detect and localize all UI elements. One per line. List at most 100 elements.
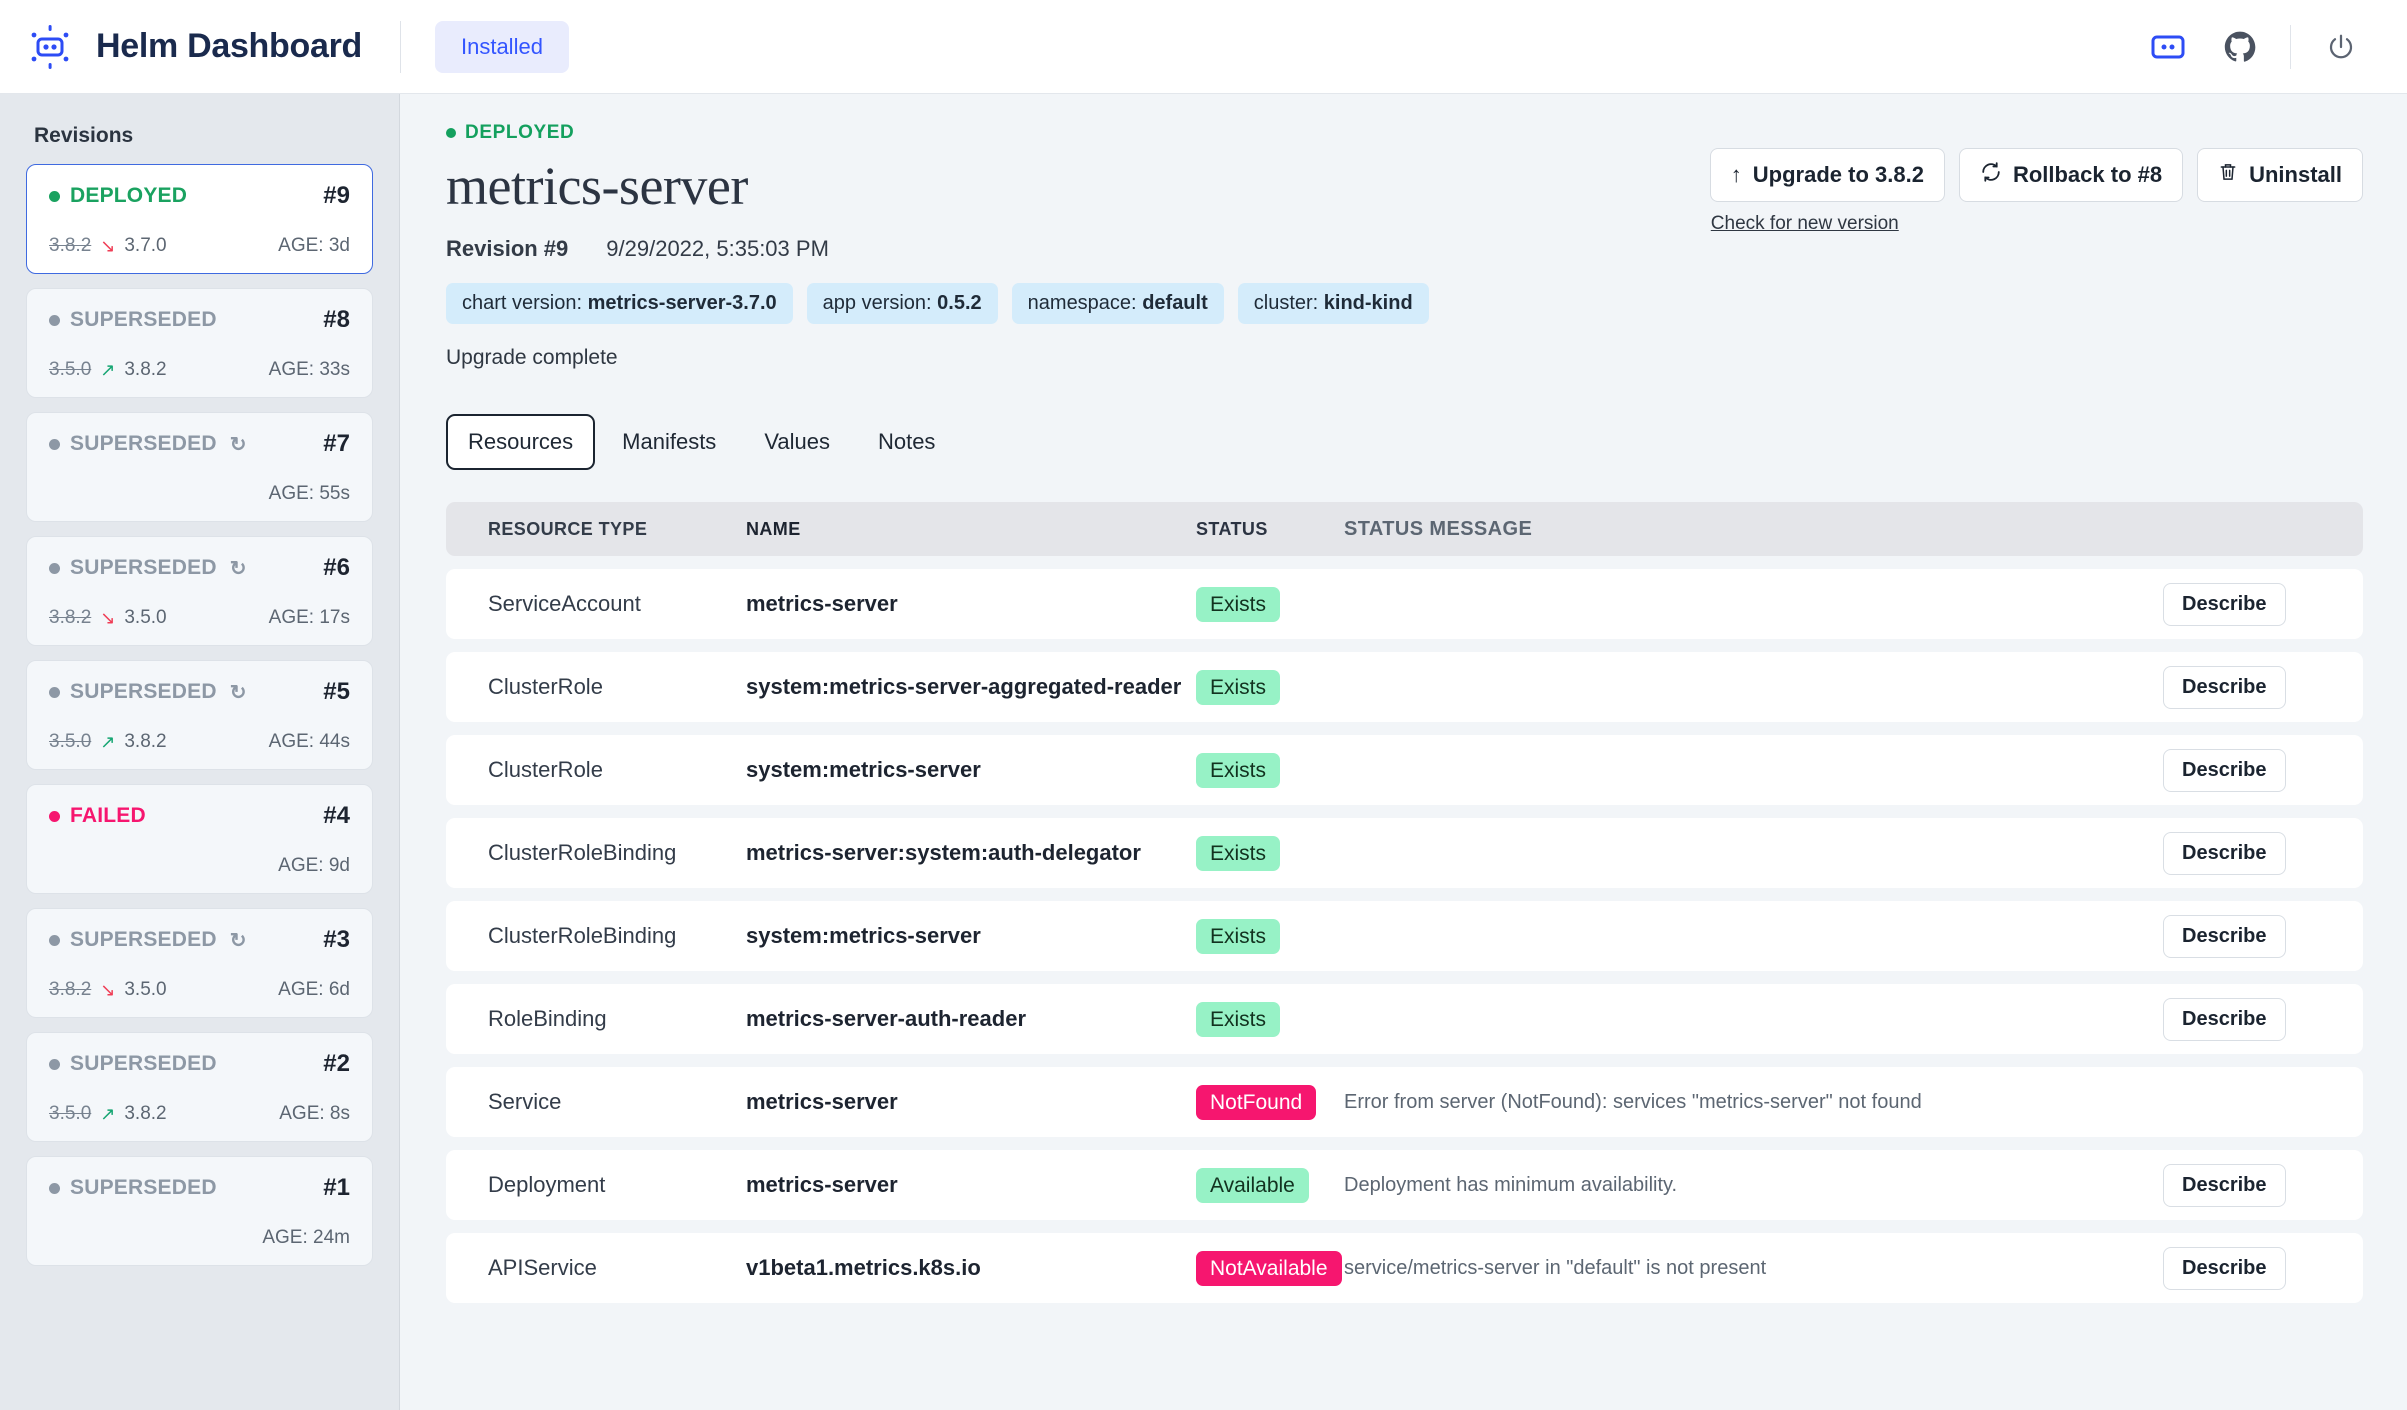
- check-new-version-link[interactable]: Check for new version: [1710, 213, 1899, 234]
- upgrade-button-label: Upgrade to 3.8.2: [1752, 162, 1924, 187]
- cell-actions: Describe: [2163, 665, 2363, 709]
- status-dot-icon: [49, 438, 60, 450]
- status-badge: Exists: [1196, 752, 1281, 788]
- revision-status-text: SUPERSEDED: [70, 928, 217, 951]
- installed-tab[interactable]: Installed: [434, 20, 569, 73]
- revision-status-text: SUPERSEDED: [70, 1052, 217, 1075]
- version-from: 3.5.0: [49, 731, 92, 752]
- revision-age: AGE: 17s: [268, 607, 350, 628]
- upgrade-button[interactable]: ↑ Upgrade to 3.8.2: [1709, 148, 1945, 202]
- chip-value: default: [1142, 292, 1208, 314]
- tab-manifests[interactable]: Manifests: [601, 415, 737, 469]
- table-row: RoleBinding metrics-server-auth-reader Exi…: [446, 984, 2363, 1054]
- table-row: ClusterRole system:metrics-server Exists De…: [446, 735, 2363, 805]
- resources-table: RESOURCE TYPE NAME STATUS STATUS MESSAGE…: [446, 502, 2363, 1303]
- cell-status-message: service/metrics-server in "default" is n…: [1344, 1256, 1767, 1279]
- describe-button[interactable]: Describe: [2163, 748, 2286, 792]
- revision-status-text: FAILED: [70, 804, 146, 827]
- status-dot-icon: [446, 128, 456, 138]
- version-to: 3.5.0: [124, 979, 167, 1000]
- table-row: Deployment metrics-server Available Deploym…: [446, 1150, 2363, 1220]
- tab-resources[interactable]: Resources: [446, 414, 596, 470]
- revision-age: AGE: 44s: [268, 731, 350, 752]
- rollback-button[interactable]: Rollback to #8: [1958, 148, 2184, 202]
- revision-card[interactable]: SUPERSEDED ↻ #3 3.8.2 ↘ 3.5.0 AGE: 6d: [26, 908, 373, 1018]
- describe-button[interactable]: Describe: [2163, 914, 2286, 958]
- describe-button[interactable]: Describe: [2163, 582, 2286, 626]
- cell-name: metrics-server: [746, 1172, 898, 1197]
- version-to: 3.8.2: [124, 359, 167, 380]
- cell-actions: Describe: [2163, 1163, 2363, 1207]
- revision-card[interactable]: FAILED #4 AGE: 9d: [26, 784, 373, 894]
- revision-card[interactable]: SUPERSEDED #2 3.5.0 ↗ 3.8.2 AGE: 8s: [26, 1032, 373, 1142]
- revision-age: AGE: 6d: [278, 979, 350, 1000]
- revision-card-top: SUPERSEDED #2: [49, 1050, 350, 1078]
- uninstall-button-label: Uninstall: [2249, 162, 2342, 187]
- rollback-icon[interactable]: ↻: [229, 929, 247, 952]
- release-status-badge: DEPLOYED: [446, 122, 1710, 144]
- revisions-title: Revisions: [34, 124, 134, 147]
- power-icon[interactable]: [2305, 17, 2377, 77]
- version-from: 3.8.2: [49, 235, 92, 256]
- version-from: 3.5.0: [49, 359, 92, 380]
- revision-status-text: SUPERSEDED: [70, 1176, 217, 1199]
- cell-name: system:metrics-server-aggregated-reader: [746, 674, 1182, 699]
- main-content: DEPLOYED metrics-server Revision #9 9/29…: [400, 94, 2407, 1410]
- version-to: 3.5.0: [124, 607, 167, 628]
- describe-button[interactable]: Describe: [2163, 1163, 2286, 1207]
- revision-card-top: SUPERSEDED ↻ #5: [49, 678, 350, 706]
- rollback-icon[interactable]: ↻: [229, 681, 247, 704]
- arrow-up-right-icon: ↗: [100, 731, 116, 752]
- revision-list: DEPLOYED #9 3.8.2 ↘ 3.7.0 AGE: 3d SUPERSEDED #8…: [26, 164, 373, 1266]
- tab-values[interactable]: Values: [743, 415, 851, 469]
- revision-card[interactable]: SUPERSEDED ↻ #7 AGE: 55s: [26, 412, 373, 522]
- arrow-down-right-icon: ↘: [100, 979, 116, 1000]
- table-row: ServiceAccount metrics-server Exists Descri…: [446, 569, 2363, 639]
- revision-age: AGE: 9d: [278, 855, 350, 876]
- revision-card-bottom: 3.5.0 ↗ 3.8.2 AGE: 33s: [49, 359, 350, 381]
- page-title: metrics-server: [446, 156, 748, 216]
- revision-card[interactable]: SUPERSEDED ↻ #6 3.8.2 ↘ 3.5.0 AGE: 17s: [26, 536, 373, 646]
- revision-number-label: #3: [323, 926, 350, 953]
- describe-button[interactable]: Describe: [2163, 997, 2286, 1041]
- revision-age: AGE: 24m: [262, 1227, 350, 1248]
- revision-timestamp: 9/29/2022, 5:35:03 PM: [606, 236, 829, 261]
- chip-value: metrics-server-3.7.0: [587, 292, 777, 314]
- column-status-message: STATUS MESSAGE: [1344, 517, 1533, 540]
- chat-bubble-icon[interactable]: [2132, 17, 2204, 77]
- uninstall-button[interactable]: Uninstall: [2197, 148, 2363, 202]
- helm-robot-logo-icon: [26, 23, 74, 71]
- revision-age: AGE: 8s: [279, 1103, 350, 1124]
- cell-name: metrics-server:system:auth-delegator: [746, 840, 1141, 865]
- revision-card[interactable]: SUPERSEDED ↻ #5 3.5.0 ↗ 3.8.2 AGE: 44s: [26, 660, 373, 770]
- cell-resource-type: ClusterRole: [488, 674, 603, 699]
- release-message: Upgrade complete: [446, 346, 618, 369]
- status-badge: Exists: [1196, 669, 1281, 705]
- cell-status: Available: [1196, 1167, 1344, 1203]
- status-badge: Exists: [1196, 586, 1281, 622]
- rollback-icon[interactable]: ↻: [229, 557, 247, 580]
- tab-notes[interactable]: Notes: [857, 415, 956, 469]
- status-dot-icon: [49, 562, 60, 574]
- describe-button[interactable]: Describe: [2163, 665, 2286, 709]
- github-icon[interactable]: [2204, 17, 2276, 77]
- describe-button[interactable]: Describe: [2163, 1246, 2286, 1290]
- cell-actions: Describe: [2163, 997, 2363, 1041]
- version-to: 3.7.0: [124, 235, 167, 256]
- cell-name: metrics-server: [746, 1089, 898, 1114]
- revision-number-label: #2: [323, 1050, 350, 1077]
- revision-card-bottom: AGE: 9d: [49, 855, 350, 877]
- revision-card[interactable]: DEPLOYED #9 3.8.2 ↘ 3.7.0 AGE: 3d: [26, 164, 373, 274]
- arrow-up-icon: ↑: [1730, 162, 1742, 187]
- brand: Helm Dashboard: [26, 23, 362, 71]
- revision-card[interactable]: SUPERSEDED #1 AGE: 24m: [26, 1156, 373, 1266]
- rollback-icon[interactable]: ↻: [229, 433, 247, 456]
- status-dot-icon: [49, 686, 60, 698]
- revision-status-text: SUPERSEDED: [70, 680, 217, 703]
- rotate-icon: [1980, 161, 2002, 189]
- revision-card[interactable]: SUPERSEDED #8 3.5.0 ↗ 3.8.2 AGE: 33s: [26, 288, 373, 398]
- describe-button[interactable]: Describe: [2163, 831, 2286, 875]
- chip-label: app version:: [822, 292, 932, 314]
- metadata-chips: chart version: metrics-server-3.7.0 app v…: [446, 283, 1710, 324]
- top-bar: Helm Dashboard Installed: [0, 0, 2407, 94]
